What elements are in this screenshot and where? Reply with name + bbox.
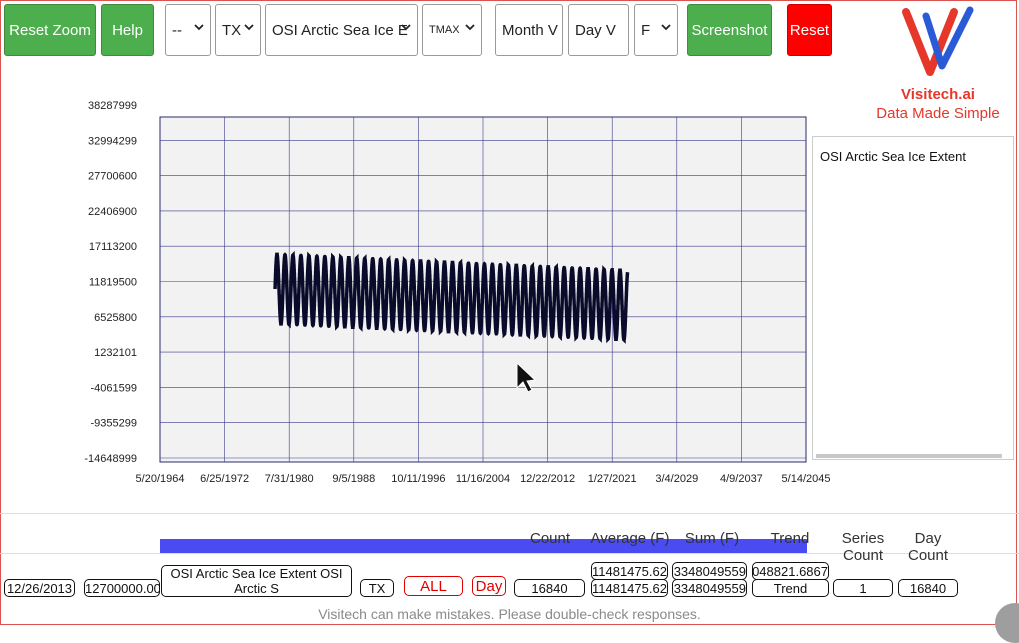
chevron-down-icon: [661, 24, 671, 31]
x-tick-label: 7/31/1980: [265, 473, 314, 485]
all-button[interactable]: ALL: [404, 576, 463, 596]
average-header: Average (F): [590, 530, 670, 547]
select-filter-1[interactable]: --: [165, 4, 211, 56]
select-unit-value: F: [641, 21, 651, 39]
select-unit[interactable]: F: [634, 4, 678, 56]
select-dataset[interactable]: OSI Arctic Sea Ice E: [265, 4, 418, 56]
select-state[interactable]: TX: [215, 4, 261, 56]
disclaimer-text: Visitech can make mistakes. Please doubl…: [318, 606, 701, 622]
state-field[interactable]: TX: [360, 579, 394, 597]
trend-header: Trend: [770, 530, 810, 547]
sum-header: Sum (F): [684, 530, 740, 547]
help-button[interactable]: Help: [101, 4, 154, 56]
time-series-chart[interactable]: 38287999 32994299 27700600 22406900 17113200…: [0, 90, 840, 490]
x-tick-label: 3/4/2029: [655, 473, 698, 485]
divider: [0, 553, 1019, 554]
series-name-field[interactable]: OSI Arctic Sea Ice Extent OSI Arctic S: [161, 565, 352, 597]
y-tick-label: 22406900: [88, 206, 137, 218]
y-tick-label: -9355299: [91, 418, 138, 430]
y-tick-label: 1232101: [94, 347, 137, 359]
y-tick-label: 38287999: [88, 100, 137, 112]
average-field[interactable]: 11481475.6270: [591, 579, 668, 597]
chevron-down-icon: [194, 24, 204, 31]
x-tick-label: 1/27/2021: [588, 473, 637, 485]
x-tick-label: 9/5/1988: [332, 473, 375, 485]
select-day[interactable]: Day V: [568, 4, 629, 56]
select-month-value: Month V: [502, 21, 558, 39]
trend-field[interactable]: Trend: [752, 579, 829, 597]
x-tick-label: 5/14/2045: [782, 473, 831, 485]
brand-tagline: Data Made Simple: [876, 105, 1000, 122]
chevron-down-icon: [401, 24, 411, 31]
select-metric[interactable]: TMAX: [422, 4, 482, 56]
select-dataset-value: OSI Arctic Sea Ice E: [272, 21, 408, 39]
day-button[interactable]: Day: [472, 576, 506, 596]
screenshot-button[interactable]: Screenshot: [687, 4, 772, 56]
mouse-cursor-icon: [516, 361, 537, 393]
series-count-header: Series Count: [841, 530, 885, 564]
value-field[interactable]: 12700000.00: [84, 579, 160, 597]
day-count-header: Day Count: [907, 530, 949, 564]
y-tick-label: 32994299: [88, 135, 137, 147]
select-month[interactable]: Month V: [495, 4, 563, 56]
y-tick-label: 6525800: [94, 312, 137, 324]
y-tick-label: -4061599: [91, 382, 138, 394]
range-selector-bar[interactable]: [160, 539, 807, 553]
x-tick-label: 5/20/1964: [136, 473, 185, 485]
select-metric-value: TMAX: [429, 24, 460, 36]
y-tick-label: 17113200: [89, 241, 137, 253]
count-field[interactable]: 16840: [514, 579, 585, 597]
visitech-logo-icon: [902, 6, 974, 76]
y-tick-label: -14648999: [84, 453, 137, 465]
y-tick-label: 27700600: [88, 171, 137, 183]
y-tick-label: 11819500: [89, 277, 137, 289]
trend-top-field[interactable]: -1048821.6867: [752, 562, 829, 580]
divider: [0, 513, 1019, 514]
series-count-field[interactable]: 1: [833, 579, 893, 597]
select-state-value: TX: [222, 21, 242, 39]
chevron-down-icon: [244, 24, 254, 31]
date-field[interactable]: 12/26/2013: [4, 579, 75, 597]
reset-zoom-button[interactable]: Reset Zoom: [4, 4, 96, 56]
reset-button[interactable]: Reset: [787, 4, 832, 56]
legend-scrollbar[interactable]: [816, 454, 1002, 458]
select-filter-1-value: --: [172, 21, 182, 39]
x-tick-label: 12/22/2012: [520, 473, 575, 485]
x-tick-label: 4/9/2037: [720, 473, 763, 485]
chevron-down-icon: [465, 24, 475, 31]
brand-logo: Visitech.ai Data Made Simple: [868, 6, 1008, 122]
day-count-field[interactable]: 16840: [898, 579, 958, 597]
select-day-value: Day V: [575, 21, 616, 39]
brand-name: Visitech.ai: [901, 86, 975, 103]
legend-panel: OSI Arctic Sea Ice Extent: [812, 136, 1014, 460]
x-tick-label: 10/11/1996: [391, 473, 445, 485]
series-line[interactable]: [273, 250, 630, 344]
average-top-field[interactable]: 11481475.6270: [591, 562, 668, 580]
legend-item[interactable]: OSI Arctic Sea Ice Extent: [820, 149, 966, 164]
sum-top-field[interactable]: 193348049559: [672, 562, 747, 580]
x-tick-label: 11/16/2004: [456, 473, 510, 485]
count-header: Count: [529, 530, 571, 547]
sum-field[interactable]: 193348049559: [672, 579, 747, 597]
x-tick-label: 6/25/1972: [200, 473, 249, 485]
